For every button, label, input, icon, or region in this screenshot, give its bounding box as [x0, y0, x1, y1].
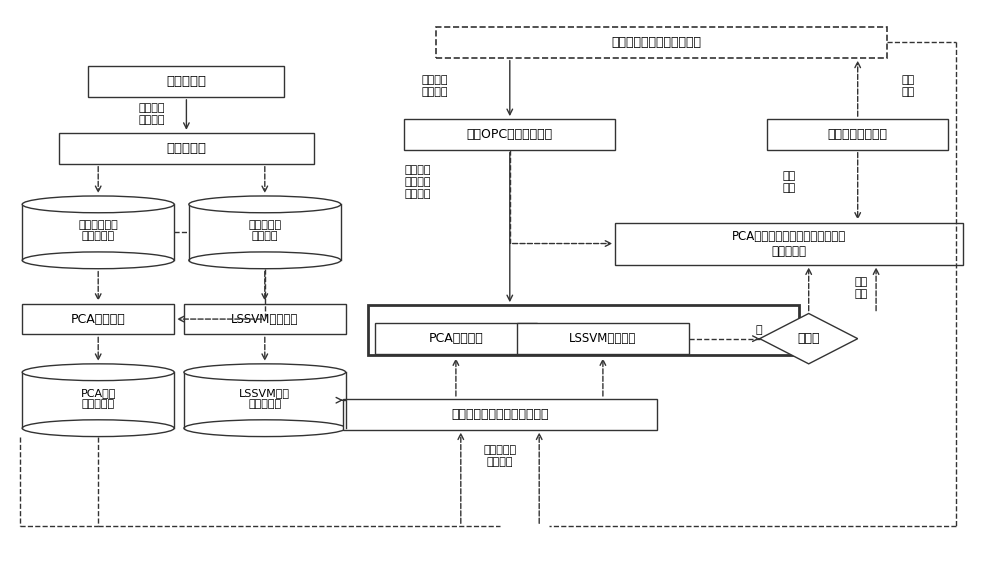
Bar: [22, 204, 174, 260]
Text: 均热炉正常生
产过程数据: 均热炉正常生 产过程数据: [78, 220, 118, 242]
Text: PCA在线监测: PCA在线监测: [429, 332, 483, 345]
Text: LSSVM在线监测: LSSVM在线监测: [569, 332, 637, 345]
Ellipse shape: [22, 364, 174, 381]
Bar: [615, 223, 963, 264]
Bar: [184, 372, 346, 428]
Polygon shape: [760, 313, 858, 364]
Text: 是: 是: [755, 325, 762, 335]
Text: PCA监测建模: PCA监测建模: [71, 312, 126, 325]
Bar: [22, 304, 174, 335]
Text: 均热炉故障
过程数据: 均热炉故障 过程数据: [248, 220, 281, 242]
Ellipse shape: [22, 252, 174, 269]
Text: 当前生产
过程信息: 当前生产 过程信息: [421, 75, 448, 97]
Ellipse shape: [189, 196, 341, 213]
Text: 企业服务器: 企业服务器: [166, 75, 206, 88]
Ellipse shape: [184, 364, 346, 381]
Text: PCA贡献率计算、带钢张力计算，
确定故障源: PCA贡献率计算、带钢张力计算， 确定故障源: [732, 230, 846, 258]
Text: 选择与当前带钢最相近的模型: 选择与当前带钢最相近的模型: [451, 408, 549, 421]
Bar: [368, 305, 799, 355]
Bar: [767, 119, 948, 150]
Text: PCA过程
监测模型库: PCA过程 监测模型库: [81, 388, 116, 409]
Text: LSSVM过程
监测模型库: LSSVM过程 监测模型库: [239, 388, 290, 409]
Bar: [88, 66, 284, 96]
Text: 报警
信息: 报警 信息: [854, 278, 867, 299]
Text: 调整
指令: 调整 指令: [901, 75, 914, 97]
Text: 当前均热
炉的生产
过程信息: 当前均热 炉的生产 过程信息: [404, 166, 431, 199]
Bar: [59, 133, 314, 164]
Text: 连退生产过程控制硬件平台: 连退生产过程控制硬件平台: [612, 35, 702, 49]
Bar: [375, 323, 537, 354]
Bar: [404, 119, 615, 150]
Ellipse shape: [189, 252, 341, 269]
Ellipse shape: [22, 196, 174, 213]
Text: 历史生产
过程数据: 历史生产 过程数据: [139, 103, 165, 125]
Bar: [189, 204, 341, 260]
Ellipse shape: [184, 420, 346, 437]
Bar: [22, 372, 174, 428]
Bar: [184, 304, 346, 335]
Text: 数据预处理: 数据预处理: [166, 142, 206, 155]
Text: 故障
原因: 故障 原因: [782, 171, 796, 193]
Ellipse shape: [22, 420, 174, 437]
Bar: [343, 399, 657, 429]
Text: 基于OPC接口读取数据: 基于OPC接口读取数据: [467, 128, 553, 141]
Bar: [517, 323, 689, 354]
Bar: [436, 27, 887, 58]
Text: 操作人员进行调整: 操作人员进行调整: [828, 128, 888, 141]
Text: 报警？: 报警？: [797, 332, 820, 345]
Text: LSSVM监测建模: LSSVM监测建模: [231, 312, 298, 325]
Text: 当前生产的
带钢规格: 当前生产的 带钢规格: [483, 445, 517, 467]
